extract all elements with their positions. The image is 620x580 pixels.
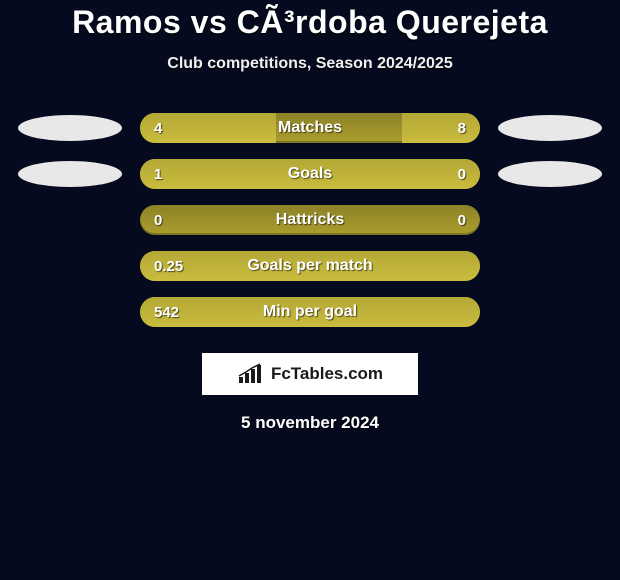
stat-bar: 0 Hattricks 0 [140, 205, 480, 235]
date-text: 5 november 2024 [0, 413, 620, 433]
page-title: Ramos vs CÃ³rdoba Querejeta [0, 4, 620, 41]
stats-container: 4 Matches 8 1 Goals 0 [0, 105, 620, 335]
fctables-logo: FcTables.com [202, 353, 418, 395]
page-subtitle: Club competitions, Season 2024/2025 [0, 55, 620, 73]
bar-chart-icon [237, 363, 265, 385]
stat-bar: 1 Goals 0 [140, 159, 480, 189]
stat-row: 4 Matches 8 [0, 105, 620, 151]
player-oval-left [18, 161, 122, 187]
stat-value-right: 0 [458, 205, 466, 235]
stat-bar: 542 Min per goal [140, 297, 480, 327]
stat-value-right: 8 [458, 113, 466, 143]
stat-bar: 4 Matches 8 [140, 113, 480, 143]
logo-text: FcTables.com [271, 364, 383, 384]
stat-row: 542 Min per goal [0, 289, 620, 335]
stat-row: 0 Hattricks 0 [0, 197, 620, 243]
stat-bar: 0.25 Goals per match [140, 251, 480, 281]
stat-row: 0.25 Goals per match [0, 243, 620, 289]
player-oval-right [498, 161, 602, 187]
stat-value-right: 0 [458, 159, 466, 189]
stat-label: Goals [140, 159, 480, 189]
stat-row: 1 Goals 0 [0, 151, 620, 197]
player-oval-right [498, 115, 602, 141]
player-oval-left [18, 115, 122, 141]
stat-label: Matches [140, 113, 480, 143]
stat-label: Goals per match [140, 251, 480, 281]
stat-label: Min per goal [140, 297, 480, 327]
stat-label: Hattricks [140, 205, 480, 235]
